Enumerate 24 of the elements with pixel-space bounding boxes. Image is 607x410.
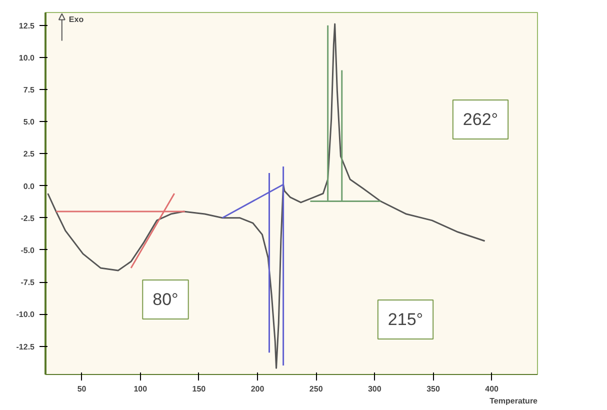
- y-tick-label: -7.5: [20, 278, 36, 288]
- y-tick-label: 5.0: [23, 118, 36, 127]
- x-tick-label: 200: [250, 384, 265, 394]
- y-tick-label: -2.5: [20, 214, 36, 223]
- x-tick-label: 150: [192, 384, 206, 394]
- y-tick-label: 12.5: [18, 21, 36, 30]
- x-tick-label: 400: [485, 384, 500, 394]
- x-tick-label: 300: [368, 384, 382, 394]
- y-tick-label: 7.5: [23, 86, 36, 95]
- y-tick-label: 0.0: [23, 182, 36, 191]
- annotation: 80°: [152, 290, 178, 309]
- y-tick-label: -12.5: [16, 342, 36, 352]
- y-tick-label: -10.0: [16, 310, 36, 320]
- x-axis-title: Temperature: [490, 396, 538, 406]
- y-tick-label: 2.5: [23, 150, 36, 159]
- annotation: 262°: [462, 110, 498, 129]
- annotation: 215°: [388, 310, 424, 329]
- y-tick-label: 10.0: [18, 53, 36, 62]
- y-axis-title: Exo: [68, 15, 84, 24]
- x-tick-label: 50: [77, 384, 87, 394]
- x-tick-label: 100: [134, 384, 148, 394]
- x-tick-label: 350: [426, 384, 440, 394]
- y-tick-label: -5.0: [20, 246, 36, 255]
- x-tick-label: 250: [309, 384, 324, 394]
